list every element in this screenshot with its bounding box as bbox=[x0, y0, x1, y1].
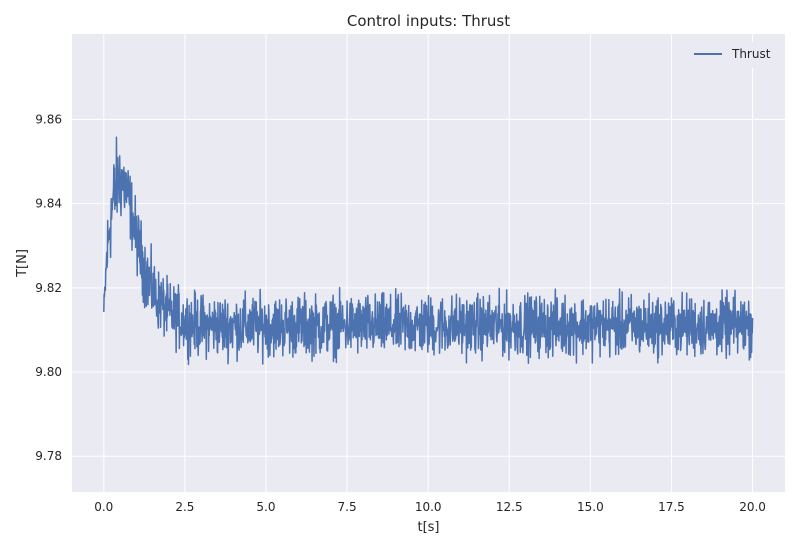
y-tick-label: 9.82 bbox=[35, 281, 62, 295]
x-tick-label: 7.5 bbox=[338, 500, 357, 514]
thrust-series-line bbox=[103, 136, 754, 366]
chart-title: Control inputs: Thrust bbox=[347, 12, 510, 30]
y-tick-label: 9.78 bbox=[35, 449, 62, 463]
x-axis-label: t[s] bbox=[417, 520, 439, 535]
y-axis-label: T[N] bbox=[15, 249, 30, 278]
legend: Thrust bbox=[686, 42, 778, 68]
series-layer bbox=[103, 136, 754, 366]
y-tick-label: 9.84 bbox=[35, 197, 62, 211]
x-tick-label: 5.0 bbox=[256, 500, 275, 514]
x-tick-label: 15.0 bbox=[577, 500, 604, 514]
tick-layer: 0.0 2.5 5.0 7.5 10.0 12.5 15.0 17.5 20.0 9.78 9.80… bbox=[35, 112, 766, 514]
y-tick-label: 9.86 bbox=[35, 112, 62, 126]
y-tick-label: 9.80 bbox=[35, 365, 62, 379]
x-tick-label: 0.0 bbox=[94, 500, 113, 514]
x-tick-label: 17.5 bbox=[658, 500, 685, 514]
x-tick-label: 10.0 bbox=[415, 500, 442, 514]
x-tick-label: 12.5 bbox=[496, 500, 523, 514]
legend-label: Thrust bbox=[731, 47, 771, 61]
x-tick-label: 2.5 bbox=[175, 500, 194, 514]
grid-layer bbox=[72, 34, 785, 492]
x-tick-label: 20.0 bbox=[739, 500, 766, 514]
